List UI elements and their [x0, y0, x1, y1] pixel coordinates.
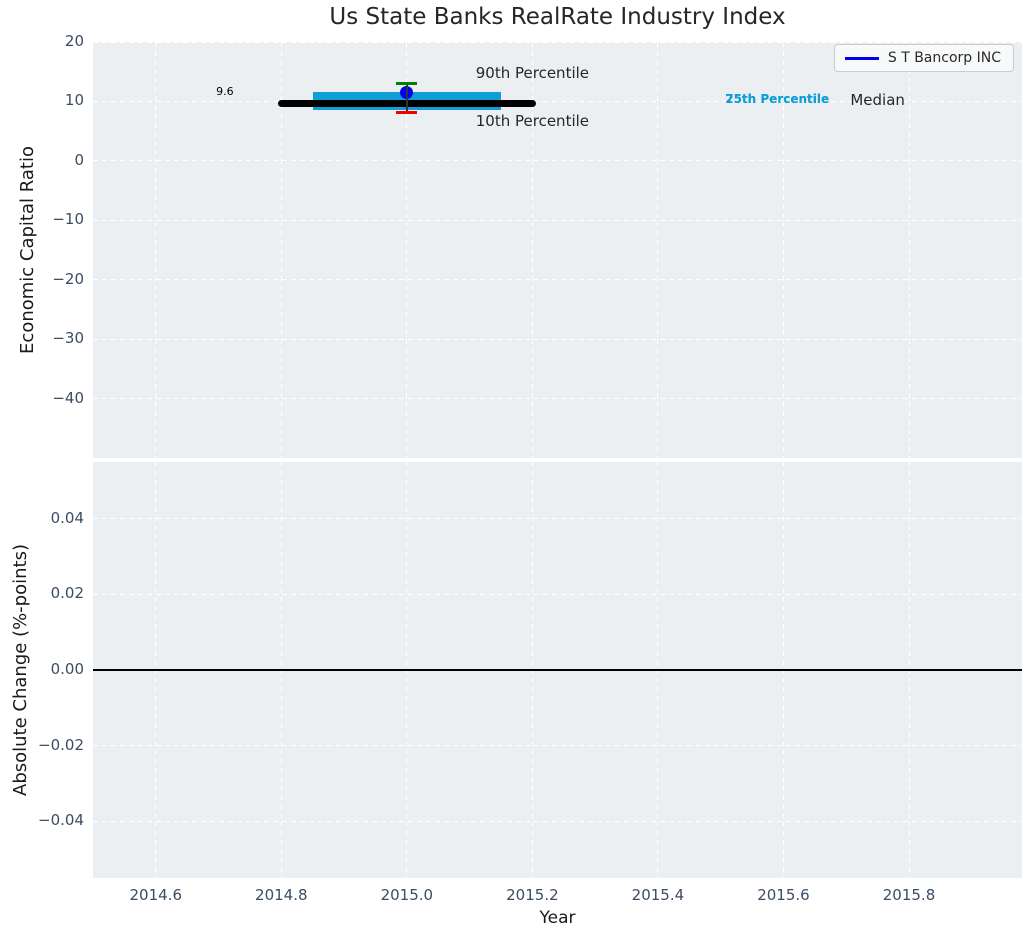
- annotation-90th-percentile: 90th Percentile: [475, 63, 590, 82]
- gridline-horizontal: [93, 219, 1022, 221]
- y-tick-label: 0: [74, 150, 84, 169]
- annotation-10th-percentile: 10th Percentile: [475, 111, 590, 130]
- legend-line-swatch: [844, 56, 879, 60]
- y-tick-label: −30: [52, 329, 84, 348]
- gridline-horizontal: [93, 593, 1022, 595]
- top-plot-area: S T Bancorp INC 90th Percentile 10th Perc…: [93, 42, 1022, 458]
- y-tick-label: −0.04: [38, 811, 84, 830]
- gridline-horizontal: [93, 279, 1022, 281]
- gridline-horizontal: [93, 160, 1022, 162]
- bottom-plot-area: [93, 462, 1022, 878]
- y-tick-label: −10: [52, 210, 84, 229]
- gridline-horizontal: [93, 745, 1022, 747]
- gridline-horizontal: [93, 42, 1022, 43]
- annotation-25th-percentile: 25th Percentile: [725, 91, 830, 106]
- gridline-vertical: [531, 42, 533, 458]
- x-tick-label: 2015.2: [506, 886, 559, 904]
- y-tick-label: 20: [64, 32, 84, 50]
- gridline-horizontal: [93, 100, 1022, 102]
- gridline-horizontal: [93, 398, 1022, 400]
- gridline-vertical: [406, 42, 408, 458]
- gridline-vertical: [782, 42, 784, 458]
- y-tick-label: −0.02: [38, 735, 84, 754]
- legend-box: S T Bancorp INC: [833, 44, 1014, 72]
- y-tick-label: 0.00: [50, 660, 84, 678]
- legend-label: S T Bancorp INC: [887, 50, 1001, 66]
- error-cap-10th-percentile: [396, 111, 418, 115]
- gridline-horizontal: [93, 820, 1022, 822]
- x-tick-label: 2015.0: [380, 886, 434, 904]
- error-bar-line: [406, 83, 408, 113]
- x-tick-label: 2015.6: [757, 886, 810, 904]
- annotation-median-label: Median: [850, 90, 905, 109]
- gridline-vertical: [908, 42, 910, 458]
- error-cap-90th-percentile: [396, 81, 418, 85]
- x-axis-label: Year: [539, 908, 576, 928]
- y-tick-label: −40: [52, 388, 84, 407]
- y-tick-label: 0.04: [50, 508, 84, 527]
- y-tick-label: 10: [64, 91, 84, 110]
- chart-title: Us State Banks RealRate Industry Index: [329, 4, 786, 30]
- annotation-median-value: 9.6: [216, 85, 234, 99]
- gridline-horizontal: [93, 518, 1022, 520]
- x-tick-label: 2015.8: [882, 886, 936, 904]
- x-tick-label: 2014.6: [129, 886, 183, 904]
- gridline-vertical: [280, 42, 282, 458]
- zero-line: [93, 669, 1022, 671]
- y-tick-label: −20: [52, 269, 84, 288]
- y-tick-label: 0.02: [50, 584, 84, 603]
- x-tick-label: 2015.4: [631, 886, 685, 904]
- gridline-vertical: [155, 42, 157, 458]
- x-tick-label: 2014.8: [255, 886, 308, 904]
- gridline-vertical: [657, 42, 659, 458]
- gridline-horizontal: [93, 338, 1022, 340]
- annotation-75th-percentile: 75th Percentile: [725, 91, 830, 106]
